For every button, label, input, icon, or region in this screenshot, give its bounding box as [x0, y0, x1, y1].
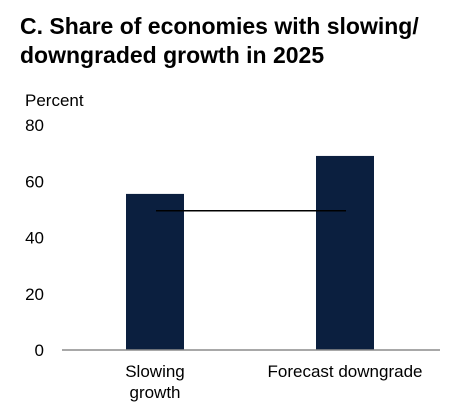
y-tick-label: 60 — [25, 172, 44, 191]
y-tick-label: 20 — [25, 285, 44, 304]
category-labels: Slowing growth Forecast downgrade — [125, 362, 422, 402]
chart-title: C. Share of economies with slowing/ down… — [20, 13, 419, 68]
y-tick-labels: 0 20 40 60 80 — [25, 116, 44, 360]
y-tick-label: 80 — [25, 116, 44, 135]
y-axis-unit-label: Percent — [25, 91, 84, 110]
x-category-label: Slowing growth — [125, 362, 185, 402]
bar — [126, 193, 184, 350]
x-category-label: Forecast downgrade — [268, 362, 423, 381]
bars — [126, 155, 374, 350]
y-tick-label: 0 — [35, 341, 44, 360]
bar — [316, 155, 374, 350]
y-tick-label: 40 — [25, 229, 44, 248]
